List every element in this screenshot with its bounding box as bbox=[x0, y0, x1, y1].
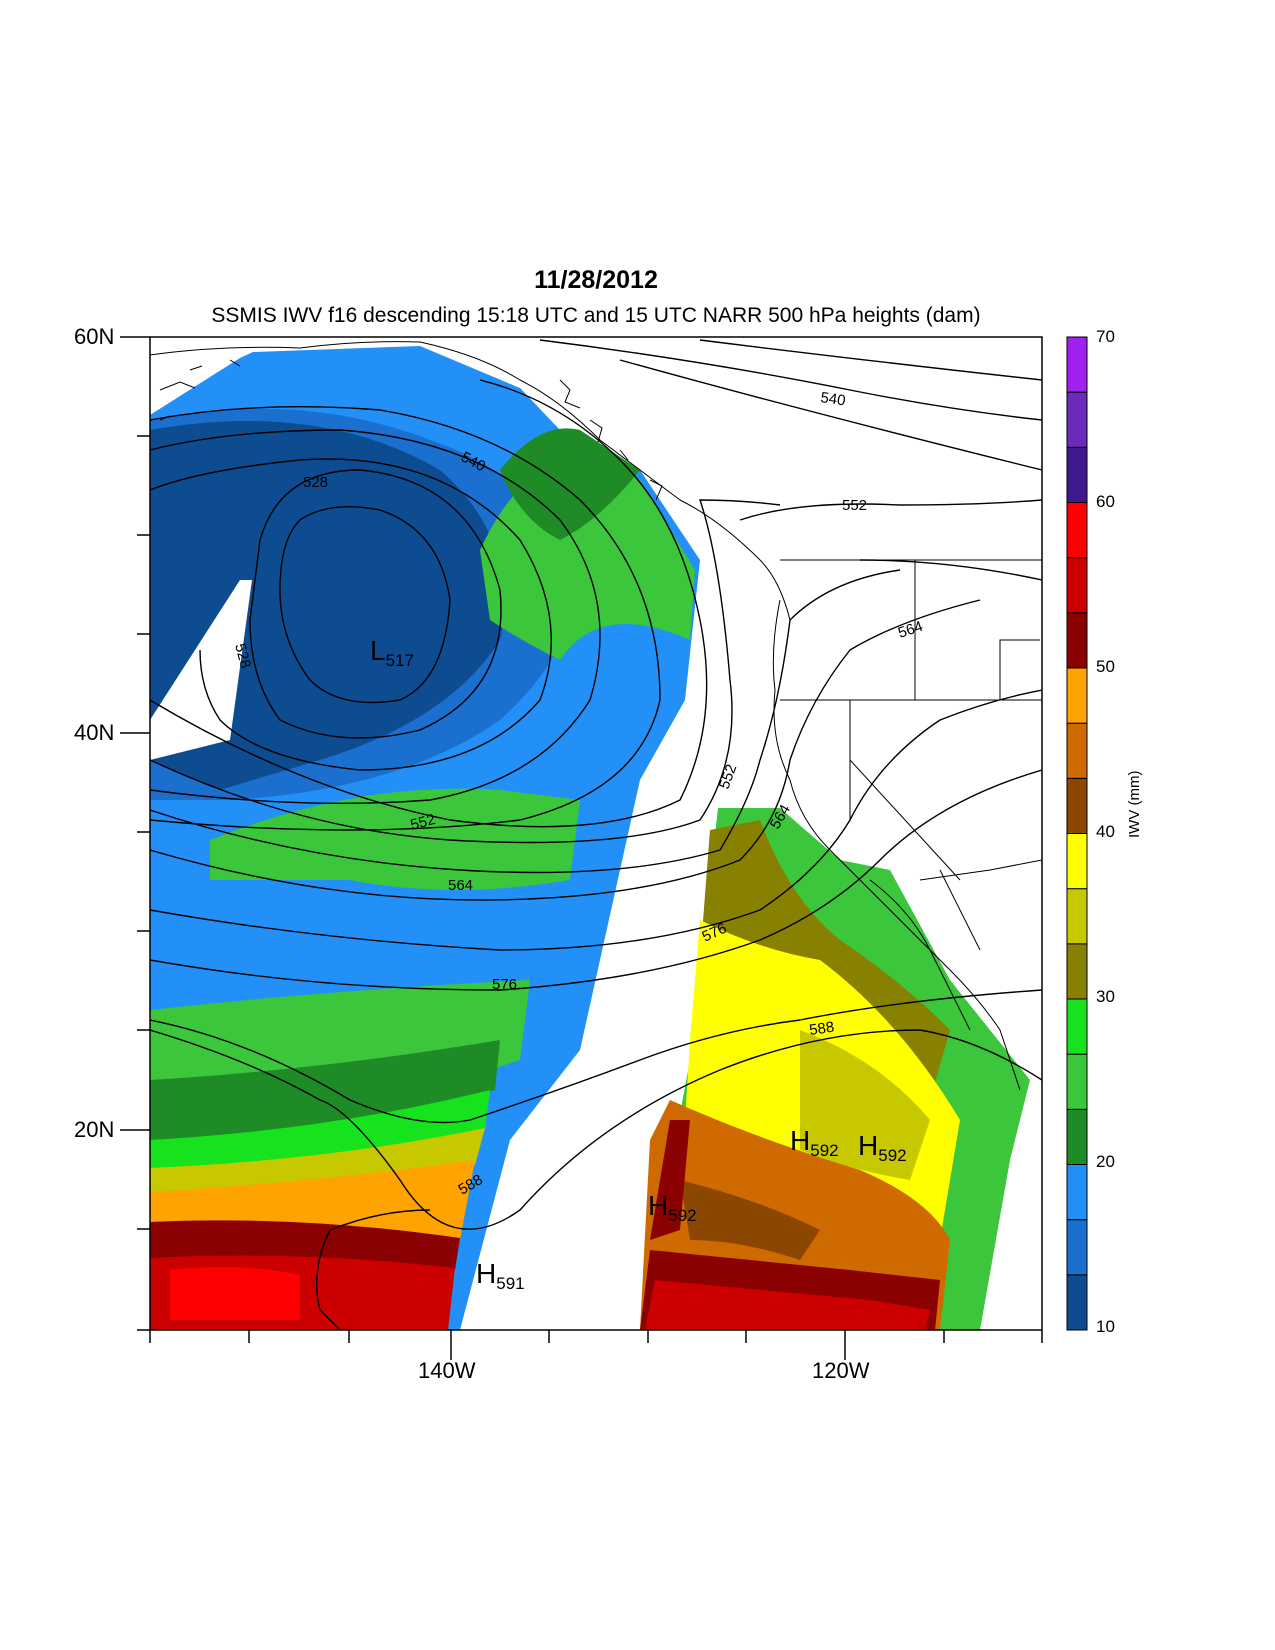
contour-552-west bbox=[150, 499, 781, 844]
contour-546-east bbox=[619, 359, 1042, 471]
iwv-band-10mm bbox=[150, 421, 504, 790]
iwv-band-50mm-east-west bbox=[650, 1120, 690, 1240]
contour-526 bbox=[249, 469, 502, 739]
contour-label: 588 bbox=[808, 1019, 835, 1039]
iwv-band-60mm bbox=[170, 1266, 300, 1320]
contour-570 bbox=[150, 689, 1042, 951]
contour-576 bbox=[150, 769, 1042, 991]
contour-label: 552 bbox=[409, 811, 438, 834]
coast-west-us bbox=[772, 599, 1021, 1091]
contour-label: 564 bbox=[448, 877, 473, 894]
coast-alaska-islands bbox=[159, 359, 241, 421]
lat-label-40n: 40N bbox=[74, 720, 115, 745]
contour-588 bbox=[150, 1029, 1042, 1230]
contour-label: 564 bbox=[896, 618, 925, 642]
high-center: H591 bbox=[476, 1258, 525, 1293]
lat-label-60n: 60N bbox=[74, 324, 115, 349]
colorbar-tick-label: 70 bbox=[1096, 327, 1115, 346]
iwv-band-40mm-east-south bbox=[680, 1180, 820, 1260]
high-center: H592 bbox=[790, 1125, 839, 1160]
iwv-band-20mm-north bbox=[500, 428, 640, 540]
colorbar-tick-label: 30 bbox=[1096, 987, 1115, 1006]
colorbar-swatch bbox=[1066, 833, 1088, 890]
coast-baja bbox=[869, 869, 981, 1031]
swath-west bbox=[150, 346, 700, 1330]
contour-546 bbox=[150, 379, 708, 828]
plot-frame bbox=[149, 336, 1043, 1331]
iwv-band-55mm-east bbox=[645, 1280, 930, 1330]
contour-label: 528 bbox=[231, 642, 254, 671]
lat-label-20n: 20N bbox=[74, 1117, 115, 1142]
lon-label-140w: 140W bbox=[418, 1358, 476, 1383]
low-center: L517 bbox=[370, 635, 414, 670]
colorbar-swatch bbox=[1066, 336, 1088, 393]
colorbar-tick-label: 40 bbox=[1096, 822, 1115, 841]
contour-540-east bbox=[539, 339, 1042, 421]
state-borders bbox=[780, 560, 1042, 881]
colorbar-swatch bbox=[1066, 998, 1088, 1055]
contour-558 bbox=[150, 569, 901, 874]
colorbar-tick-label: 20 bbox=[1096, 1152, 1115, 1171]
pressure-centers: L517 H591 H592 H592 H592 bbox=[370, 635, 907, 1293]
colorbar-title: IWV (mm) bbox=[1126, 770, 1143, 838]
contour-label: 576 bbox=[492, 976, 517, 993]
colorbar-swatch bbox=[1066, 391, 1088, 448]
contour-534-east bbox=[699, 339, 1042, 381]
contour-591 bbox=[316, 1209, 431, 1330]
border-us-mexico bbox=[919, 859, 1042, 881]
iwv-band-20mm-south bbox=[150, 1040, 500, 1140]
iwv-band-50mm bbox=[150, 1220, 460, 1270]
colorbar-swatch bbox=[1066, 446, 1088, 504]
colorbar-swatch bbox=[1066, 1164, 1088, 1221]
iwv-band-35mm-east bbox=[800, 1030, 930, 1180]
colorbar-swatch bbox=[1066, 557, 1088, 614]
colorbar-swatch bbox=[1066, 1053, 1088, 1110]
colorbar-swatch bbox=[1066, 1219, 1088, 1276]
colorbar-swatch bbox=[1066, 888, 1088, 945]
contour-582 bbox=[150, 989, 1042, 1124]
colorbar-tick-label: 10 bbox=[1096, 1317, 1115, 1336]
contour-520 bbox=[279, 506, 451, 704]
contour-558-east bbox=[859, 559, 1042, 581]
coast-bc-islands bbox=[559, 379, 663, 501]
colorbar-tick-label: 60 bbox=[1096, 492, 1115, 511]
colorbar-swatch bbox=[1066, 777, 1088, 834]
high-center: H592 bbox=[858, 1130, 907, 1165]
contour-534 bbox=[150, 429, 601, 805]
map-subtitle: SSMIS IWV f16 descending 15:18 UTC and 1… bbox=[211, 304, 981, 327]
contour-552-east bbox=[739, 499, 1042, 521]
colorbar-swatch bbox=[1066, 943, 1088, 1000]
lon-label-120w: 120W bbox=[812, 1358, 870, 1383]
map-title: 11/28/2012 bbox=[534, 266, 658, 294]
iwv-band-45mm bbox=[150, 1160, 475, 1240]
iwv-band-35mm bbox=[150, 1128, 485, 1195]
contour-label: 552 bbox=[842, 497, 867, 514]
contour-564-west bbox=[150, 599, 981, 901]
coast-alaska bbox=[150, 341, 791, 621]
axis-ticks bbox=[120, 336, 1043, 1360]
colorbar-swatch bbox=[1066, 1274, 1088, 1331]
colorbar-swatch bbox=[1066, 722, 1088, 779]
colorbar-swatch bbox=[1066, 502, 1088, 559]
contour-label: 528 bbox=[303, 474, 328, 491]
contour-540-west bbox=[150, 405, 661, 831]
colorbar-tick-label: 50 bbox=[1096, 657, 1115, 676]
contour-label: 540 bbox=[819, 389, 846, 409]
iwv-band-25mm-mid bbox=[210, 788, 580, 890]
swath-east bbox=[640, 808, 1030, 1330]
contour-label: 552 bbox=[716, 762, 741, 791]
colorbar bbox=[1066, 336, 1088, 1331]
height-contours bbox=[150, 339, 1042, 1330]
colorbar-swatch bbox=[1066, 612, 1088, 669]
contour-528 bbox=[150, 458, 552, 771]
coastlines bbox=[150, 341, 1042, 1091]
colorbar-swatch bbox=[1066, 1108, 1088, 1166]
high-center: H592 bbox=[648, 1190, 697, 1225]
colorbar-swatch bbox=[1066, 667, 1088, 724]
iwv-band-30mm bbox=[150, 1090, 490, 1170]
